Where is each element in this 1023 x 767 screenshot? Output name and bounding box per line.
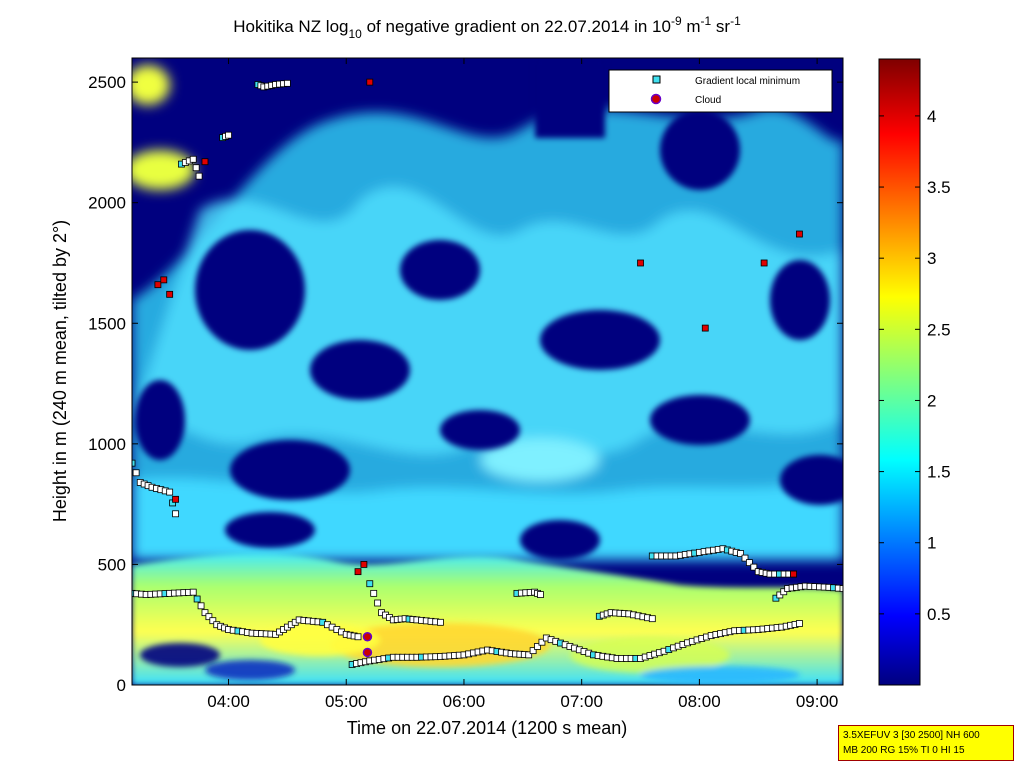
colorbar-tick-label-4: 2.5 — [927, 320, 951, 339]
gradient-minimum-marker — [172, 510, 179, 518]
y-tick-label-3: 1500 — [88, 314, 126, 333]
colorbar-tick-label-2: 1.5 — [927, 463, 951, 482]
gradient-minimum-marker — [737, 550, 744, 557]
red-gradient-marker — [360, 561, 368, 568]
gradient-minimum-marker — [648, 615, 656, 623]
gradient-minimum-marker — [197, 602, 205, 610]
gradient-minimum-marker — [525, 651, 533, 659]
heatmap-field — [132, 58, 843, 685]
red-gradient-marker — [760, 259, 768, 267]
plot-frame — [131, 57, 844, 686]
red-gradient-marker — [366, 78, 374, 86]
red-gradient-marker — [354, 568, 362, 576]
legend-marker-cloud — [650, 93, 662, 105]
gradient-minimum-marker — [437, 618, 444, 626]
colorbar-tick-label-1: 1 — [927, 534, 936, 553]
legend-marker-gradient-minimum — [652, 75, 661, 84]
gradient-minimum-marker — [189, 588, 197, 596]
gradient-minimum-marker — [796, 620, 803, 627]
red-gradient-marker — [637, 259, 644, 267]
colorbar-tick-label-0: 0.5 — [927, 605, 951, 624]
y-axis-label: Height in m (240 m mean, tilted by 2°) — [50, 220, 70, 522]
gradient-minimum-marker — [746, 559, 753, 567]
red-gradient-marker — [172, 495, 179, 503]
settings-line-1: 3.5XEFUV 3 [30 2500] NH 600 — [843, 730, 980, 741]
y-tick-label-2: 1000 — [88, 435, 126, 454]
legend: Gradient local minimum Cloud — [608, 69, 833, 113]
colorbar — [878, 58, 921, 686]
settings-box: 3.5XEFUV 3 [30 2500] NH 600 MB 200 RG 15… — [838, 725, 1014, 761]
y-tick-label-0: 0 — [117, 676, 126, 695]
x-tick-label-1: 05:00 — [325, 692, 368, 711]
red-gradient-marker — [154, 281, 162, 289]
gradient-minimum-marker — [366, 580, 374, 588]
gradient-minimum-marker — [132, 469, 140, 477]
cloud-marker — [362, 632, 373, 642]
colorbar-tick-label-7: 4 — [927, 107, 936, 126]
chart-title: Hokitika NZ log10 of negative gradient o… — [233, 14, 741, 41]
gradient-minimum-marker — [201, 609, 209, 617]
x-tick-label-2: 06:00 — [443, 692, 486, 711]
gradient-minimum-marker — [166, 488, 174, 496]
gradient-minimum-marker — [205, 613, 213, 621]
gradient-minimum-marker — [741, 554, 749, 562]
cloud-marker — [362, 647, 373, 658]
gradient-minimum-marker — [370, 589, 378, 597]
legend-label-gradient-minimum: Gradient local minimum — [695, 76, 800, 87]
settings-line-2: MB 200 RG 15% TI 0 HI 15 — [843, 745, 965, 756]
colorbar-tick-label-5: 3 — [927, 249, 936, 268]
gradient-minimum-marker — [529, 647, 537, 655]
gradient-minimum-marker — [195, 172, 203, 180]
y-axis: 0 500 1000 1500 2000 2500 — [88, 73, 843, 695]
gradient-minimum-marker — [132, 459, 136, 467]
colorbar-tick-label-6: 3.5 — [927, 178, 951, 197]
red-gradient-marker — [796, 230, 803, 238]
colorbar-tick-label-3: 2 — [927, 391, 936, 410]
red-gradient-marker — [160, 276, 168, 284]
gradient-minimum-marker — [209, 617, 217, 625]
x-tick-label-0: 04:00 — [207, 692, 250, 711]
gradient-minimum-marker — [839, 585, 843, 592]
gradient-minimum-marker — [750, 563, 758, 571]
gradient-minimum-marker — [283, 79, 291, 87]
legend-label-cloud: Cloud — [695, 95, 721, 106]
x-tick-label-5: 09:00 — [796, 692, 839, 711]
x-axis: 04:00 05:00 06:00 07:00 08:00 09:00 — [207, 58, 838, 711]
y-tick-label-1: 500 — [98, 555, 126, 574]
red-gradient-marker — [790, 570, 797, 578]
x-tick-label-3: 07:00 — [560, 692, 603, 711]
y-tick-label-4: 2000 — [88, 194, 126, 213]
red-gradient-marker — [701, 324, 709, 332]
y-tick-label-5: 2500 — [88, 73, 126, 92]
gradient-minimum-marker — [192, 164, 200, 172]
x-axis-label: Time on 22.07.2014 (1200 s mean) — [347, 718, 628, 738]
gradient-minimum-marker — [354, 633, 362, 641]
red-gradient-marker — [201, 158, 209, 166]
gradient-minimum-marker — [534, 643, 541, 650]
x-tick-label-4: 08:00 — [678, 692, 721, 711]
marker-layer — [132, 78, 843, 668]
gradient-minimum-marker — [538, 638, 546, 646]
gradient-minimum-marker — [225, 131, 232, 139]
colorbar-axis: 0.5 1 1.5 2 2.5 3 3.5 4 — [879, 107, 951, 624]
red-gradient-marker — [166, 290, 174, 298]
gradient-minimum-marker — [193, 595, 201, 603]
gradient-minimum-marker — [189, 155, 197, 163]
gradient-minimum-marker — [374, 599, 382, 607]
gradient-minimum-marker — [537, 591, 544, 598]
